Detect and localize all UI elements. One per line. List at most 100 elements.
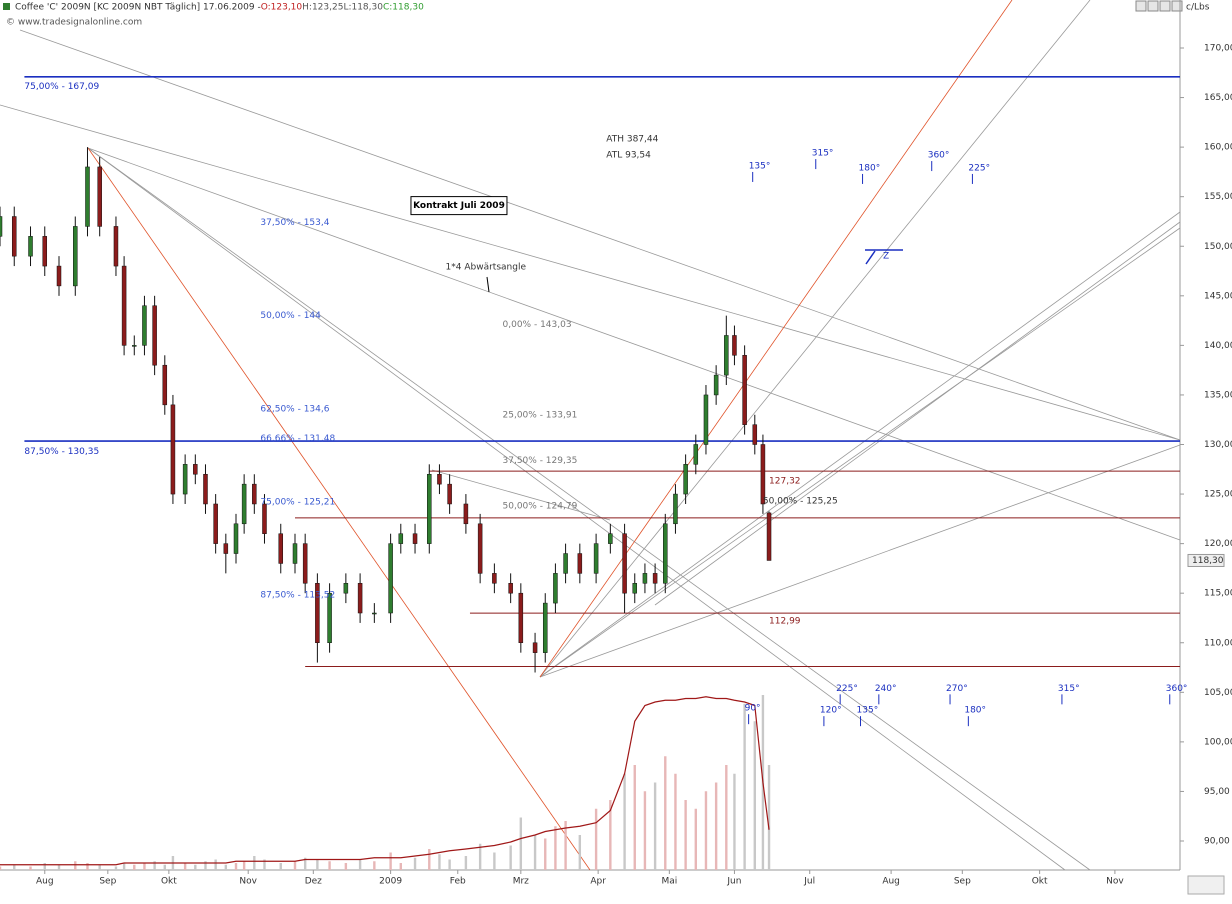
volume-bar <box>464 856 468 870</box>
candle-body <box>427 473 432 544</box>
annotation: 50,00% - 124,79 <box>503 501 578 511</box>
volume-bar <box>623 773 626 870</box>
x-tick-label: Nov <box>239 877 257 887</box>
candle-body <box>632 583 638 594</box>
candle-body <box>343 583 349 594</box>
volume-bar <box>86 863 89 870</box>
candle-body <box>223 543 229 554</box>
volume-bar <box>694 808 697 870</box>
trend-line <box>431 469 611 521</box>
annotation: 270° <box>946 684 968 694</box>
volume-bar <box>664 756 667 870</box>
trend-line <box>539 0 1091 678</box>
annotation: 37,50% - 153,4 <box>260 218 329 228</box>
x-tick-label: Okt <box>161 877 177 887</box>
candle-body <box>302 543 308 584</box>
volume-bar <box>767 765 771 870</box>
x-tick-label: Sep <box>954 877 971 887</box>
scroll-right-button[interactable] <box>1147 0 1159 12</box>
volume-bar <box>234 863 238 870</box>
candle-body <box>113 226 119 267</box>
annotation: 50,00% - 144 <box>260 311 321 321</box>
y-tick-label: 160,00 <box>1204 143 1232 153</box>
candle-body <box>193 464 198 475</box>
candle-body <box>121 265 127 346</box>
volume-bar <box>303 857 307 870</box>
header-icon <box>3 3 10 10</box>
annotation: 0,00% - 143,03 <box>503 320 572 330</box>
header-title: Coffee 'C' 2009N [KC 2009N NBT Täglich] … <box>15 3 261 13</box>
volume-bar <box>43 863 46 870</box>
volume-bar <box>122 863 126 870</box>
candle-body <box>56 265 62 287</box>
volume-bar <box>204 861 207 870</box>
candle-body <box>663 523 668 584</box>
zoom-control[interactable] <box>1187 875 1225 895</box>
trend-line <box>539 0 1013 678</box>
volume-bar <box>143 863 146 870</box>
x-tick-label: Okt <box>1032 877 1048 887</box>
y-tick-label: 170,00 <box>1204 44 1232 54</box>
candle-body <box>97 166 102 227</box>
y-tick-label: 125,00 <box>1204 490 1232 500</box>
annotation: 1*4 Abwärtsangle <box>446 263 527 273</box>
volume-bar <box>704 791 708 870</box>
candle-body <box>477 523 483 574</box>
volume-bar <box>253 856 256 870</box>
candle-body <box>518 592 524 643</box>
trend-line <box>19 29 1181 441</box>
annotation: 360° <box>1166 684 1188 694</box>
annotation: 75,00% - 125,21 <box>260 497 335 507</box>
y-tick-label: 100,00 <box>1204 737 1232 747</box>
y-tick-label: 150,00 <box>1204 242 1232 252</box>
volume-bar <box>194 864 197 870</box>
last-price-tag <box>1187 553 1225 567</box>
volume-bar <box>674 773 677 870</box>
volume-bar <box>98 864 101 870</box>
volume-bar <box>609 800 612 870</box>
trend-line <box>87 147 1066 871</box>
candle-body <box>42 236 48 267</box>
volume-bar <box>533 835 537 870</box>
annotation: 66,66% - 131,48 <box>260 434 335 444</box>
close-button[interactable] <box>1171 0 1183 12</box>
annotation: Z <box>883 252 889 262</box>
window-buttons[interactable] <box>1135 0 1183 12</box>
candle-body <box>553 573 558 604</box>
annotation: 315° <box>1058 684 1080 694</box>
candle-body <box>372 612 377 615</box>
volume-bar <box>413 857 417 870</box>
annotation: 135° <box>857 706 879 716</box>
annotation-mark <box>865 250 876 265</box>
volume-bar <box>133 864 136 870</box>
volume-bar <box>554 826 557 870</box>
volume-bar <box>183 863 187 870</box>
volume-bar <box>643 791 647 870</box>
y-tick-label: 140,00 <box>1204 341 1232 351</box>
volume-bar <box>753 721 756 870</box>
candle-body <box>577 553 583 574</box>
volume-bar <box>242 861 246 870</box>
candle-body <box>203 473 208 505</box>
scroll-left-button[interactable] <box>1135 0 1147 12</box>
candle-body <box>642 573 648 584</box>
candle-body <box>292 543 298 564</box>
candle-body <box>683 464 688 495</box>
candle-body <box>724 335 729 376</box>
candle-body <box>73 226 78 287</box>
volume-bar <box>733 773 736 870</box>
annotation: ATL 93,54 <box>606 151 651 161</box>
y-tick-label: 135,00 <box>1204 390 1232 400</box>
header-open: O:123,10 <box>261 3 303 13</box>
annotation: 120° <box>820 706 842 716</box>
y-tick-label: 95,00 <box>1204 787 1230 797</box>
annotation: 225° <box>836 684 858 694</box>
trend-line <box>539 227 1181 678</box>
annotation: 50,00% - 125,25 <box>763 497 838 507</box>
annotation: 315° <box>812 149 834 159</box>
trend-line <box>87 147 1181 541</box>
candle-body <box>593 543 599 574</box>
annotation: 75,00% - 167,09 <box>24 82 99 92</box>
restore-button[interactable] <box>1159 0 1171 12</box>
